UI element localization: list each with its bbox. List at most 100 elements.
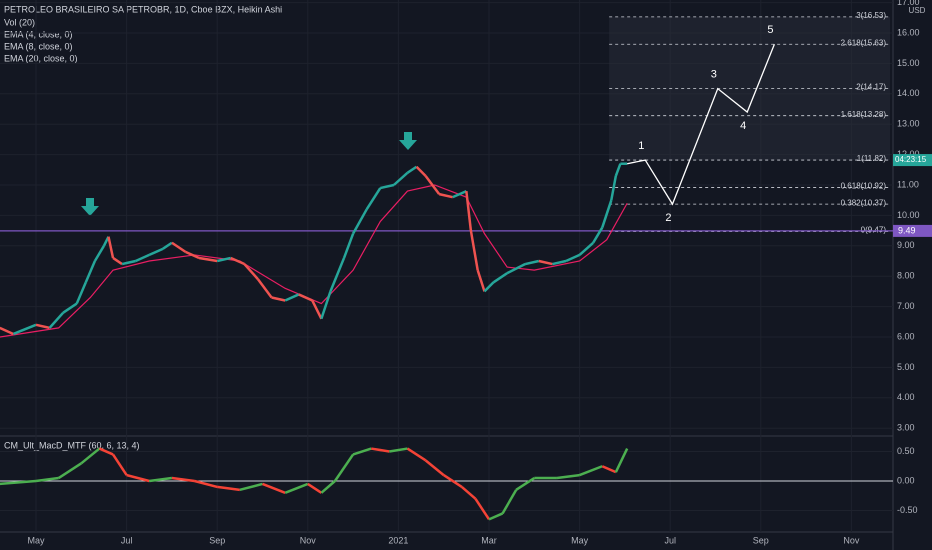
macd-segment [474,498,491,521]
y-tick-label: 15.00 [897,58,920,68]
x-tick-label: May [27,535,45,545]
price-segment [107,236,115,259]
price-segment [465,190,473,231]
x-tick-label: Nov [300,535,317,545]
price-segment [148,247,164,257]
price-segment [93,245,106,262]
x-tick-label: 2021 [388,535,408,545]
macd-segment [149,476,173,483]
legend-item: EMA (8, close, 0) [4,41,73,51]
price-segment [243,263,259,281]
price-segment [75,281,87,305]
price-segment [614,163,622,177]
y-tick-label: 6.00 [897,331,915,341]
price-segment [492,272,508,284]
macd-segment [171,476,195,483]
x-tick-label: May [571,535,589,545]
price-segment [565,253,581,263]
price-segment [438,192,454,199]
legend-item: EMA (20, close, 0) [4,53,78,63]
currency: USD [909,6,926,15]
macd-segment [352,447,372,456]
y-tick-label: 4.00 [897,392,915,402]
legend-item: EMA (4, close, 0) [4,29,73,39]
macd-segment [0,479,37,486]
price-segment [311,299,323,320]
price-segment [256,278,273,299]
y-tick-label: 13.00 [897,119,920,129]
price-segment [393,171,409,186]
price-segment [352,208,368,235]
macd-segment [601,465,617,474]
macd-segment [80,447,101,465]
legend-title: PETROLEO BRASILEIRO SA PETROBR, 1D, Cboe… [4,4,282,14]
price-segment [469,230,479,271]
wave-label: 5 [767,24,773,36]
x-tick-label: Sep [209,535,225,545]
price-segment [552,259,567,266]
fib-label: 0.382(10.37) [841,198,887,207]
macd-segment [389,447,408,453]
macd-segment [579,465,603,477]
price-segment [12,323,37,336]
macd-segment [111,453,128,476]
price-segment [320,291,332,320]
macd-segment [406,447,427,462]
price-segment [271,296,286,302]
price-segment [171,241,187,253]
macd-segment [98,447,114,456]
price-segment [424,175,441,195]
wave-label: 4 [740,120,746,132]
price-segment [184,250,200,260]
macd-title: CM_Ult_MacD_MTF (60, 6, 13, 4) [4,440,140,450]
x-tick-label: Mar [481,535,497,545]
price-segment [380,183,395,190]
macd-segment [333,453,355,482]
fib-label: 2.618(15.63) [841,38,887,47]
price-segment [112,256,123,266]
price-segment [298,293,313,302]
price-segment [342,233,355,259]
macd-segment [262,482,286,494]
fib-label: 3(16.53) [856,11,886,20]
y-tick-label: 12.00 [897,149,920,159]
macd-segment [443,474,463,488]
price-segment [592,226,604,244]
price-tag [893,224,932,237]
fib-label: 0(9.47) [861,226,887,235]
price-segment [406,165,418,174]
macd-segment [371,447,390,453]
price-segment [135,253,150,263]
macd-segment [126,473,150,483]
macd-segment [194,479,218,489]
x-tick-label: Jul [664,535,676,545]
countdown-tag [893,154,932,167]
price-segment [524,259,540,266]
price-segment [35,323,50,330]
x-tick-label: Nov [843,535,860,545]
price-tag-label: 9.49 [898,225,916,235]
macd-segment [556,473,580,480]
price-segment [415,165,427,177]
macd-segment [501,489,518,515]
y-tick-label: 5.00 [897,362,915,372]
fib-label: 0.618(10.92) [841,182,887,191]
price-segment [365,187,382,210]
macd-segment [239,482,263,492]
x-tick-label: Jul [121,535,133,545]
y-tick-label: 7.00 [897,301,915,311]
price-segment [48,311,65,329]
macd-segment [488,512,504,521]
macd-segment [217,485,241,492]
y-tick-label: 16.00 [897,27,920,37]
price-segment [62,302,78,314]
wave-path [627,44,775,206]
macd-segment [424,459,445,477]
price-segment [230,256,245,266]
y-tick-label: 8.00 [897,271,915,281]
macd-segment [320,480,336,494]
price-segment [121,259,136,266]
